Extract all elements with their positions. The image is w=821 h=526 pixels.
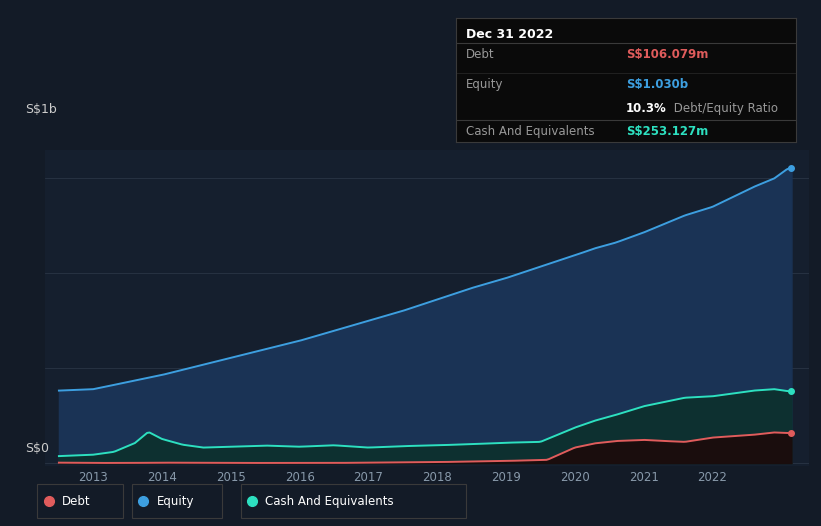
FancyBboxPatch shape (132, 484, 222, 518)
Text: 10.3%: 10.3% (626, 103, 667, 116)
FancyBboxPatch shape (241, 484, 466, 518)
Text: Cash And Equivalents: Cash And Equivalents (265, 494, 394, 508)
Text: S$253.127m: S$253.127m (626, 125, 709, 138)
Text: S$0: S$0 (25, 442, 48, 455)
Text: Equity: Equity (157, 494, 195, 508)
Text: Debt: Debt (466, 48, 494, 61)
Text: S$1.030b: S$1.030b (626, 78, 688, 91)
Text: Dec 31 2022: Dec 31 2022 (466, 28, 553, 42)
Text: Debt/Equity Ratio: Debt/Equity Ratio (670, 103, 778, 116)
Text: Debt: Debt (62, 494, 91, 508)
FancyBboxPatch shape (38, 484, 123, 518)
Text: Equity: Equity (466, 78, 503, 91)
Text: S$106.079m: S$106.079m (626, 48, 709, 61)
Text: Cash And Equivalents: Cash And Equivalents (466, 125, 594, 138)
Text: S$1b: S$1b (25, 103, 57, 116)
